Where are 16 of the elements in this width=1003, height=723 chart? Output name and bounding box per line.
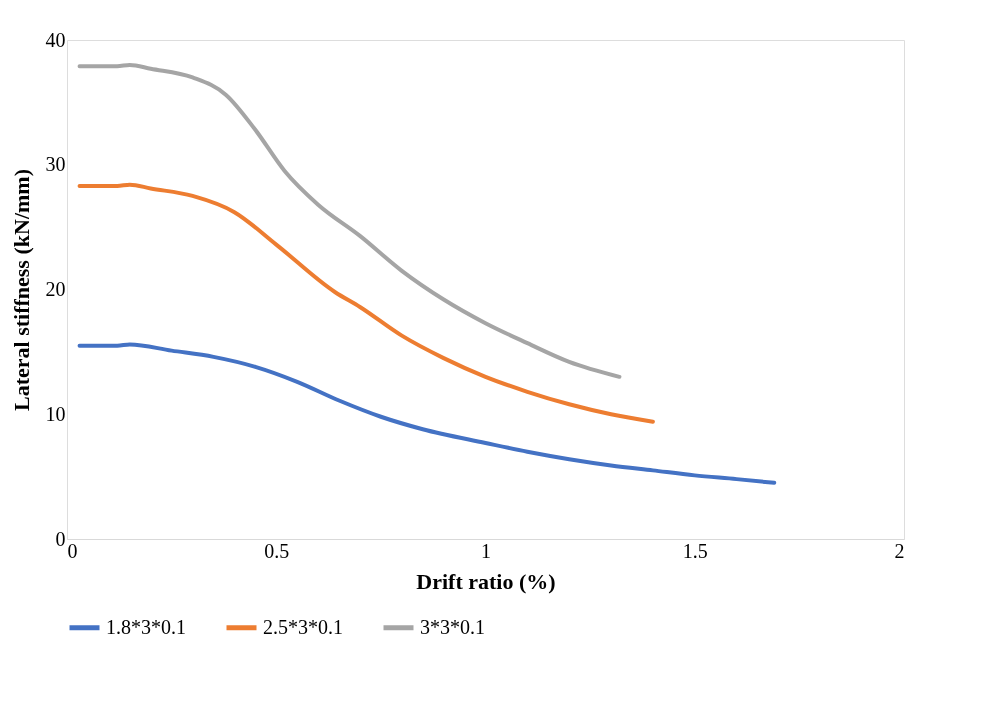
- x-axis-title: Drift ratio (%): [416, 568, 556, 594]
- y-tick-label: 20: [45, 278, 66, 300]
- legend-label: 1.8*3*0.1: [106, 615, 186, 638]
- line-series: [77, 342, 777, 485]
- line-series: [77, 62, 622, 379]
- x-tick-label: 1.5: [682, 539, 708, 562]
- y-tick-label: 40: [45, 28, 66, 51]
- legend-label: 2.5*3*0.1: [263, 615, 343, 638]
- y-tick-label: 10: [45, 402, 66, 425]
- y-axis-title: Lateral stiffness (kN/mm): [8, 169, 34, 411]
- line-series: [77, 182, 655, 424]
- legend-label: 3*3*0.1: [420, 615, 485, 638]
- x-tick-label: 2: [894, 539, 905, 562]
- x-tick-label: 1: [481, 539, 491, 562]
- y-tick-label: 30: [45, 153, 66, 176]
- x-tick-label: 0.5: [264, 539, 290, 562]
